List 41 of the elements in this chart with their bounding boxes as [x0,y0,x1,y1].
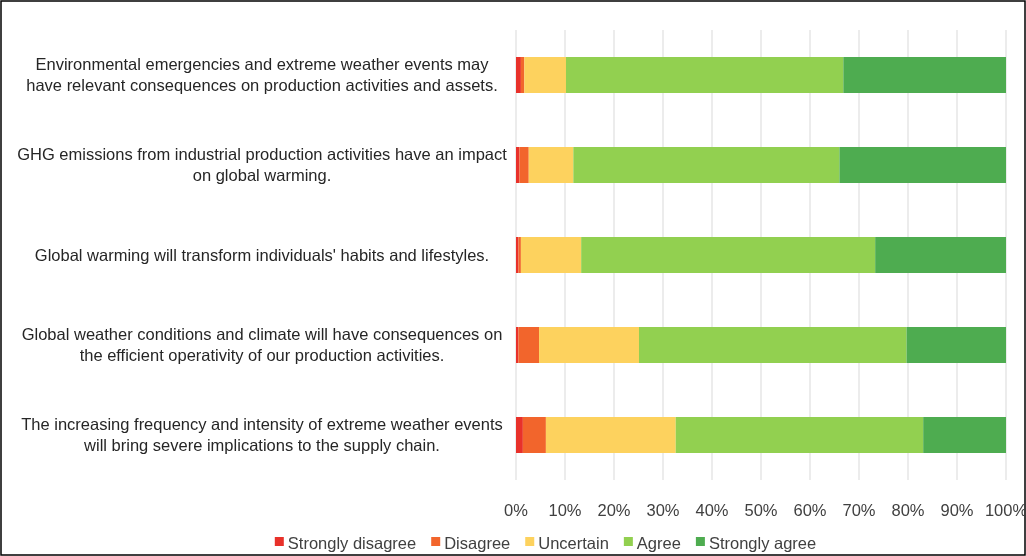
y-tick-label: Environmental emergencies and extreme weather events may have relevant consequences on production activities and assets. [26,55,498,95]
bar [923,417,1006,453]
bar [843,57,1006,93]
bar [839,147,1006,183]
x-tick-label: 70% [842,500,876,519]
bar [518,327,540,363]
bar [516,57,521,93]
x-tick-label: 10% [548,500,582,519]
x-tick-label: 40% [695,500,729,519]
bar [565,57,844,93]
x-tick-label: 80% [891,500,925,519]
y-tick-label: Global warming will transform individuals' habits and lifestyles. [34,245,490,264]
x-tick-label: 60% [793,500,827,519]
bar [522,417,546,453]
x-tick-label: 20% [597,500,631,519]
y-tick-label: The increasing frequency and intensity of extreme weather events will bring severe implications to the supply chain. [21,415,503,455]
y-tick-label: GHG emissions from industrial production activities have an impact on global warming. [17,145,508,185]
bar [638,327,907,363]
x-tick-label: 30% [646,500,680,519]
legend-label: Uncertain [538,533,609,552]
bar [675,417,924,453]
bar [581,237,876,273]
x-tick-label: 90% [940,500,974,519]
legend-label: Strongly disagree [287,533,417,552]
legend-label: Agree [636,533,681,552]
x-tick-label: 50% [744,500,778,519]
x-tick-label: 0% [504,500,529,519]
bar [545,417,676,453]
bar [906,327,1006,363]
bar [524,57,566,93]
bar [573,147,840,183]
bar [519,147,529,183]
x-tick-label: 100% [984,500,1026,519]
bar [539,327,639,363]
bar [528,147,574,183]
bar [516,417,523,453]
legend-label: Strongly agree [708,533,817,552]
bar [875,237,1006,273]
bar [520,237,582,273]
y-tick-label: Global weather conditions and climate will have consequences on the efficient operativity of our production activities. [21,325,503,365]
legend-label: Disagree [444,533,511,552]
